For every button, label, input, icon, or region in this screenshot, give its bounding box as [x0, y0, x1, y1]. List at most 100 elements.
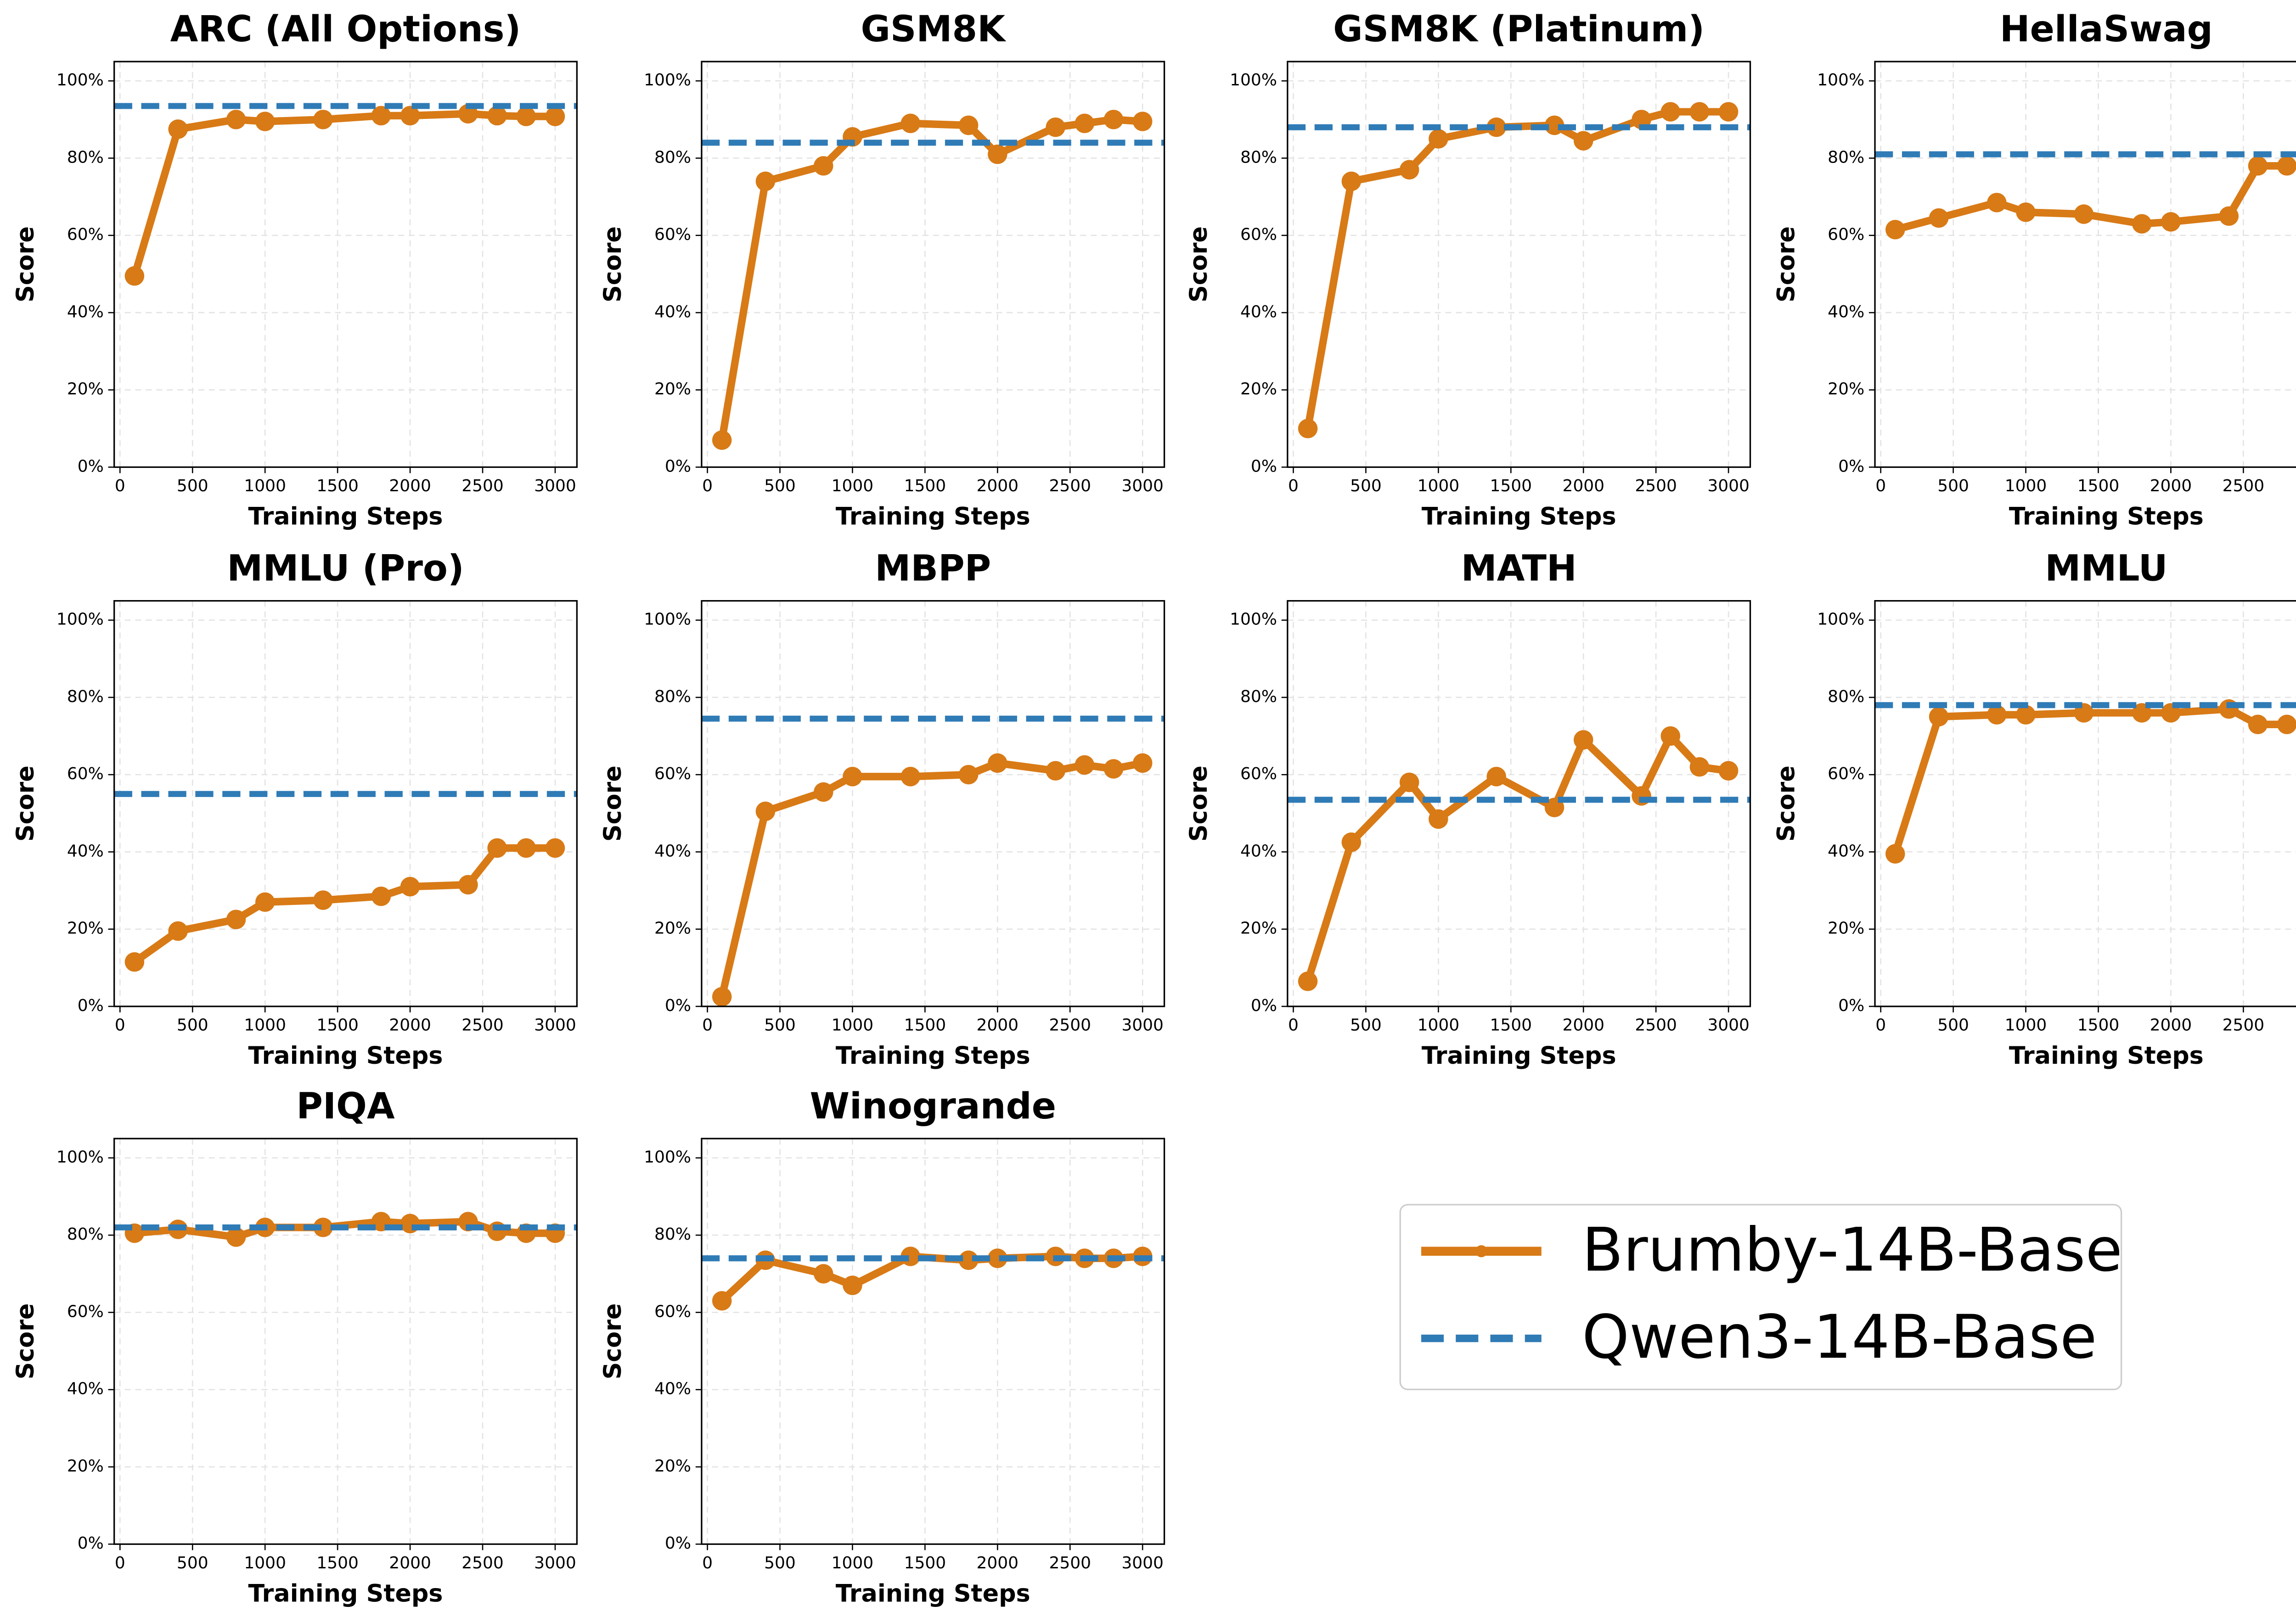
y-tick-label: 0%: [1251, 457, 1277, 476]
point: [2132, 214, 2152, 234]
subplot: 0% 20% 40% 60% 80% 100% 0 500 1000 1500 2000 2500 30…: [11, 547, 578, 1070]
y-axis-label: Score: [11, 765, 39, 842]
x-tick-label: 2000: [389, 1554, 431, 1572]
y-tick-label: 40%: [654, 303, 691, 321]
subplot: 0% 20% 40% 60% 80% 100% 0 500 1000 1500 2000 2500 30…: [599, 547, 1165, 1070]
subplot-title: ARC (All Options): [170, 8, 521, 50]
axes-frame: [701, 61, 1165, 468]
point: [1075, 113, 1095, 134]
y-axis-label: Score: [599, 1303, 627, 1380]
point: [1486, 117, 1506, 137]
point: [487, 106, 507, 126]
subplot: 0% 20% 40% 60% 80% 100% 0 500 1000 1500 2000 2500 30…: [1185, 8, 1751, 531]
axes-frame: [113, 600, 578, 1007]
x-tick-label: 3000: [534, 477, 576, 495]
x-tick-label: 3000: [1121, 1016, 1164, 1035]
x-tick-label: 0: [702, 477, 713, 495]
y-axis-label: Score: [1185, 226, 1213, 303]
x-tick-label: 2500: [1635, 1016, 1677, 1035]
x-tick-label: 500: [764, 1554, 796, 1572]
y-tick-label: 100%: [644, 1148, 691, 1167]
y-tick-label: 0%: [665, 457, 691, 476]
x-tick-label: 0: [115, 477, 125, 495]
y-tick-label: 100%: [56, 610, 104, 629]
x-tick-label: 0: [115, 1016, 125, 1035]
x-tick-label: 2500: [1049, 1016, 1091, 1035]
axes-frame: [1287, 600, 1751, 1007]
x-tick-label: 500: [177, 1016, 208, 1035]
point: [1429, 809, 1448, 829]
y-tick-label: 0%: [78, 996, 104, 1015]
y-tick-label: 80%: [1240, 687, 1277, 706]
series-line: [132, 844, 555, 965]
legend-label: Qwen3-14B-Base: [1582, 1302, 2097, 1372]
point: [712, 430, 732, 450]
x-tick-label: 2000: [977, 1016, 1019, 1035]
x-tick-label: 1000: [244, 1554, 286, 1572]
x-axis-label: Training Steps: [836, 1579, 1030, 1607]
point: [988, 144, 1007, 164]
point: [1075, 755, 1095, 775]
point: [755, 801, 776, 821]
y-tick-label: 100%: [644, 71, 691, 90]
subplot-title: Winogrande: [810, 1085, 1056, 1127]
point: [1103, 110, 1124, 129]
x-tick-label: 1000: [2005, 1016, 2047, 1035]
point: [1399, 772, 1419, 792]
x-tick-label: 1500: [316, 1554, 359, 1572]
x-tick-label: 0: [1875, 477, 1886, 495]
x-tick-label: 2500: [1635, 477, 1677, 495]
x-axis-label: Training Steps: [1422, 503, 1616, 531]
x-tick-label: 2500: [461, 477, 504, 495]
x-tick-label: 0: [115, 1554, 125, 1572]
point: [2277, 156, 2296, 176]
axes-frame: [113, 61, 578, 468]
y-axis-label: Score: [599, 226, 627, 303]
y-tick-label: 0%: [1838, 457, 1864, 476]
point: [900, 113, 921, 134]
point: [2277, 714, 2296, 735]
y-tick-label: 60%: [654, 225, 691, 244]
point: [1689, 102, 1710, 122]
x-tick-label: 3000: [1121, 1554, 1164, 1572]
y-tick-label: 60%: [67, 225, 104, 244]
y-tick-label: 40%: [1828, 303, 1864, 321]
point: [226, 110, 246, 129]
x-axis-label: Training Steps: [248, 1579, 443, 1607]
point: [1689, 757, 1710, 777]
y-tick-label: 40%: [67, 842, 104, 860]
y-tick-label: 80%: [1240, 148, 1277, 167]
x-tick-label: 500: [764, 1016, 796, 1035]
point: [1132, 112, 1153, 131]
x-axis-label: Training Steps: [248, 1042, 443, 1070]
y-tick-label: 100%: [56, 1148, 104, 1167]
point: [2161, 212, 2181, 232]
y-tick-label: 100%: [1817, 610, 1864, 629]
subplot-title: MBPP: [875, 547, 991, 590]
point: [1987, 705, 2007, 725]
point: [1885, 844, 1905, 864]
y-tick-label: 40%: [1828, 842, 1864, 860]
point: [1929, 208, 1949, 228]
y-tick-label: 40%: [67, 1380, 104, 1398]
series-line: [718, 116, 1143, 441]
x-tick-label: 1000: [832, 477, 874, 495]
point: [1298, 419, 1318, 438]
point: [958, 764, 979, 785]
y-tick-label: 60%: [654, 764, 691, 783]
point: [124, 266, 145, 286]
point: [1046, 761, 1065, 781]
y-tick-label: 80%: [1828, 148, 1864, 167]
point: [2219, 206, 2239, 226]
y-tick-label: 20%: [1828, 380, 1864, 399]
point: [900, 767, 921, 786]
subplot-title: GSM8K: [861, 8, 1007, 50]
x-tick-label: 500: [1350, 477, 1382, 495]
point: [1987, 192, 2007, 213]
subplot: 0% 20% 40% 60% 80% 100% 0 500 1000 1500 2000 2500 30…: [599, 1085, 1165, 1607]
y-tick-label: 20%: [1240, 919, 1277, 938]
axes-frame: [701, 600, 1165, 1007]
point: [1929, 707, 1949, 727]
subplot-title: MMLU (Pro): [227, 547, 464, 590]
point: [226, 1227, 246, 1247]
